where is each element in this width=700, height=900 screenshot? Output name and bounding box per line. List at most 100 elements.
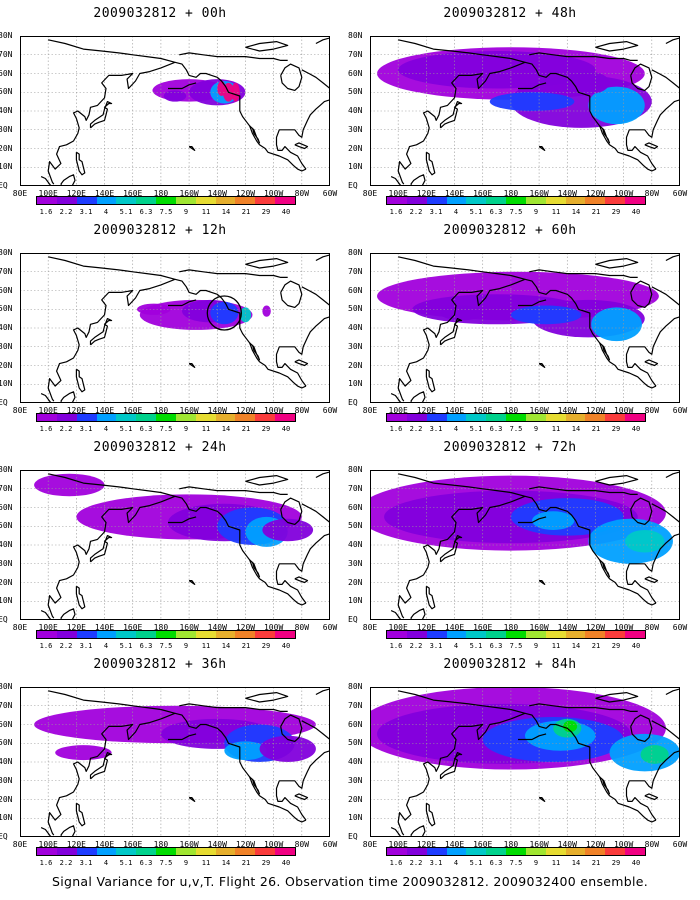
x-tick-label: 80E (12, 840, 28, 849)
colorbar (36, 630, 296, 639)
panel-0h: 2009032812 + 00h 80N 70N 60N 50N 40N 30N 20N 10N… (0, 0, 340, 216)
x-tick-label: 160W (529, 406, 549, 415)
colorbar-swatch (215, 631, 236, 638)
x-tick-label: 120E (66, 189, 86, 198)
y-tick-label: 30N (0, 124, 13, 134)
colorbar-swatch (76, 197, 97, 204)
y-tick-label: 50N (348, 521, 363, 531)
panel-title: 2009032812 + 72h (443, 440, 577, 455)
x-tick-label: 180 (503, 189, 519, 198)
y-tick-label: 80N (348, 465, 363, 474)
colorbar-label: 1.6 (39, 859, 53, 867)
colorbar-label: 29 (611, 642, 621, 650)
colorbar-label: 1.6 (389, 208, 403, 216)
y-tick-label: 40N (0, 757, 13, 766)
colorbar-label: 5.1 (469, 208, 483, 216)
colorbar-label: 2.2 (59, 859, 73, 867)
variance-region (588, 86, 645, 125)
x-tick-label: 140W (207, 406, 227, 415)
panel-36h: 2009032812 + 36h 80N 70N 60N 50N 40N 30N 20N 10N… (0, 651, 340, 867)
x-tick-label: 100W (613, 406, 634, 415)
y-tick-label: 70N (348, 266, 363, 276)
y-tick-label: 80N (348, 682, 363, 691)
y-tick-label: EQ (0, 181, 8, 190)
x-tick-label: 120E (66, 840, 86, 849)
colorbar-label: 5.1 (469, 425, 483, 433)
x-tick-label: 80W (294, 840, 310, 849)
y-tick-label: 70N (0, 266, 13, 276)
y-tick-label: 10N (0, 596, 13, 606)
x-tick-label: 120W (585, 189, 606, 198)
x-tick-label: 160E (473, 406, 493, 415)
y-tick-label: 40N (348, 757, 363, 766)
y-tick-label: 10N (0, 379, 13, 389)
x-tick-label: 160W (179, 623, 199, 632)
observation-circle (206, 295, 242, 331)
colorbar-label: 40 (281, 642, 291, 650)
colorbar-label: 9 (183, 208, 189, 216)
coastlines (40, 688, 330, 837)
y-tick-label: 20N (348, 143, 363, 153)
panel-title: 2009032812 + 48h (443, 6, 577, 21)
x-tick-label: 160E (123, 406, 143, 415)
x-tick-label: 80W (644, 623, 660, 632)
x-tick-label: 100E (388, 189, 408, 198)
grid-lines (370, 687, 680, 837)
colorbar-swatch (446, 848, 467, 855)
colorbar-swatch (37, 414, 57, 421)
y-tick-label: 50N (348, 738, 363, 748)
coastlines (40, 471, 330, 620)
colorbar-label: 40 (281, 425, 291, 433)
colorbar-label: 1.6 (389, 425, 403, 433)
colorbar-swatch (605, 631, 626, 638)
y-tick-label: EQ (348, 398, 358, 407)
colorbar-label: 29 (261, 208, 271, 216)
x-tick-label: 140E (94, 623, 115, 632)
colorbar-label: 29 (611, 425, 621, 433)
colorbar-label: 9 (183, 642, 189, 650)
colorbar-label: 11 (551, 425, 561, 433)
colorbar-label: 2.2 (59, 642, 73, 650)
colorbar-swatch (96, 848, 117, 855)
colorbar-swatch (486, 631, 507, 638)
colorbar-label: 9 (533, 642, 539, 650)
map-canvas (20, 36, 330, 186)
x-tick-label: 160W (529, 189, 549, 198)
colorbar-label: 14 (221, 425, 231, 433)
colorbar-label: 2.2 (59, 208, 73, 216)
y-tick-label: 80N (348, 31, 363, 40)
colorbar (36, 196, 296, 205)
y-tick-label: 80N (0, 248, 13, 257)
colorbar-label: 9 (533, 859, 539, 867)
colorbar-swatch (96, 197, 117, 204)
colorbar-swatch (625, 848, 645, 855)
y-tick-label: 80N (348, 248, 363, 257)
colorbar-label: 3.1 (429, 642, 443, 650)
map-canvas (370, 36, 680, 186)
colorbar-label: 9 (533, 208, 539, 216)
colorbar-label: 14 (221, 642, 231, 650)
colorbar-label: 21 (591, 208, 601, 216)
x-tick-label: 120E (416, 840, 436, 849)
colorbar-label: 7.5 (509, 425, 523, 433)
y-tick-label: EQ (348, 181, 358, 190)
x-tick-label: 80E (362, 840, 378, 849)
variance-region (625, 530, 665, 553)
x-tick-label: 160W (179, 406, 199, 415)
variance-region (34, 473, 105, 497)
x-tick-label: 60W (672, 189, 688, 198)
colorbar-label: 40 (631, 425, 641, 433)
map-frame: 80N 70N 60N 50N 40N 30N 20N 10N EQ 80E 100E 120E 140… (0, 683, 337, 850)
y-tick-label: EQ (0, 398, 8, 407)
y-tick-label: 80N (0, 31, 13, 40)
colorbar-label: 14 (221, 208, 231, 216)
x-tick-label: 160E (123, 189, 143, 198)
map-canvas (20, 470, 330, 620)
colorbar (386, 196, 646, 205)
variance-region (231, 82, 240, 102)
colorbar-label: 4 (453, 208, 459, 216)
colorbar-swatch (585, 631, 606, 638)
colorbar-swatch (195, 197, 216, 204)
panel-title: 2009032812 + 84h (443, 657, 577, 672)
x-tick-label: 120W (585, 623, 606, 632)
